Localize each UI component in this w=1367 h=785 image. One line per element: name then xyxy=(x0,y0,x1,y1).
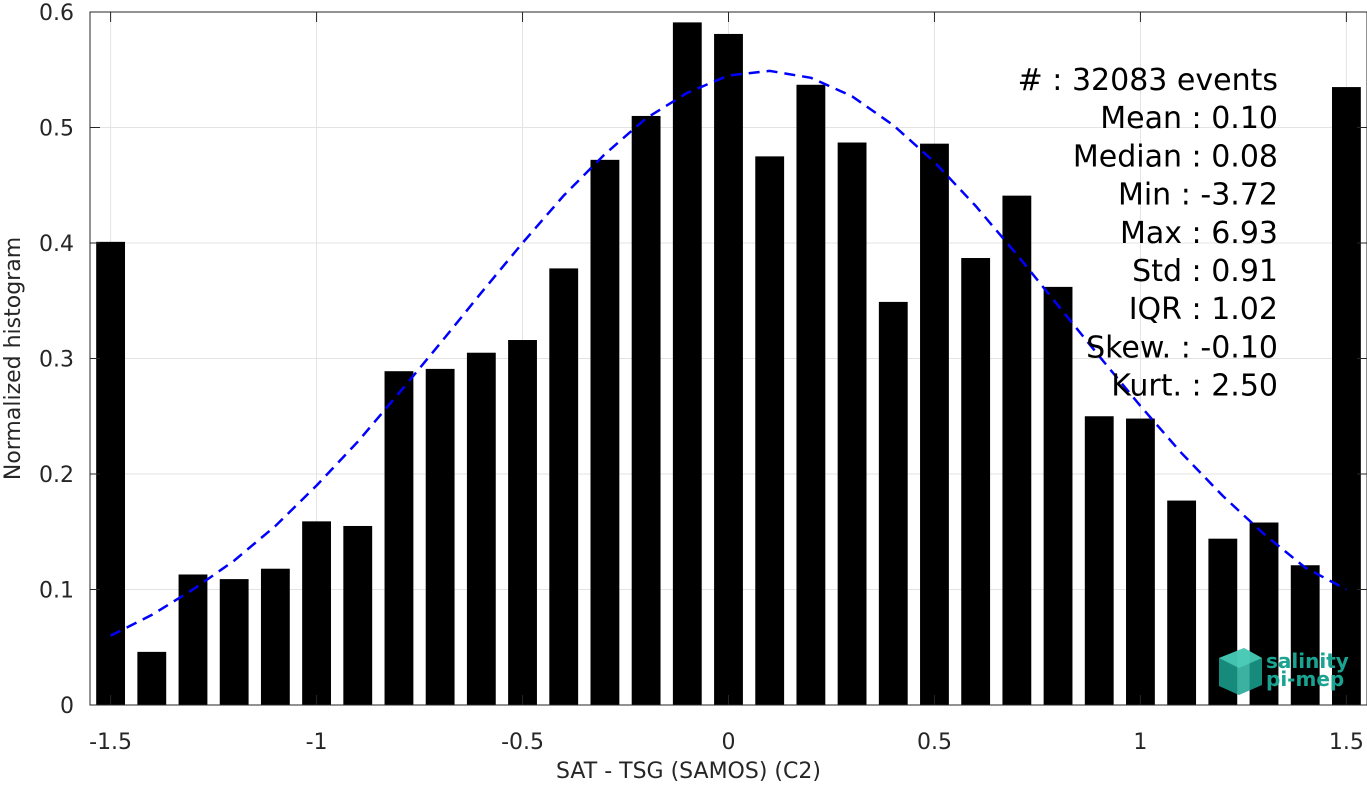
y-tick-label: 0.5 xyxy=(39,117,74,142)
bar xyxy=(549,268,579,705)
bar xyxy=(590,159,620,706)
y-tick-label: 0.1 xyxy=(39,579,74,604)
stats-line: # : 32083 events xyxy=(1018,63,1278,98)
bar xyxy=(1331,87,1361,705)
y-axis-label: Normalized histogram xyxy=(1,237,26,480)
x-tick-label: 1 xyxy=(1133,730,1147,755)
y-tick-label: 0 xyxy=(60,694,74,719)
bar xyxy=(631,115,661,705)
bar xyxy=(466,352,496,705)
logo-line2: pi-mep xyxy=(1266,667,1344,691)
bar xyxy=(1126,418,1155,705)
bar xyxy=(961,258,991,705)
x-tick-label: 0 xyxy=(722,730,736,755)
logo-line1: salinity xyxy=(1266,649,1349,673)
bar xyxy=(1043,286,1073,705)
x-tick-label: 1.5 xyxy=(1329,730,1364,755)
bar xyxy=(178,574,208,705)
stats-line: Kurt. : 2.50 xyxy=(1111,369,1278,404)
y-tick-label: 0.3 xyxy=(39,348,74,373)
bar xyxy=(714,33,743,705)
salinity-pi-mep-logo: salinity pi-mep xyxy=(1219,648,1349,695)
bar xyxy=(672,22,702,705)
x-tick-label: -1 xyxy=(306,730,328,755)
bar xyxy=(1167,500,1197,705)
bar xyxy=(508,340,537,705)
bar xyxy=(302,521,331,705)
bar xyxy=(920,143,949,706)
y-tick-label: 0.6 xyxy=(39,1,74,26)
x-tick-label: 0.5 xyxy=(917,730,952,755)
bar xyxy=(837,142,867,705)
bar xyxy=(384,371,414,705)
bar xyxy=(137,651,167,705)
stats-line: Max : 6.93 xyxy=(1120,216,1278,251)
y-tick-label: 0.4 xyxy=(39,232,74,257)
fit-curve xyxy=(110,69,1347,637)
stats-line: Min : -3.72 xyxy=(1118,178,1278,213)
bars xyxy=(96,22,1361,706)
stats-line: IQR : 1.02 xyxy=(1129,292,1278,327)
bar xyxy=(755,156,785,705)
stats-line: Skew. : -0.10 xyxy=(1086,330,1278,365)
stats-line: Mean : 0.10 xyxy=(1100,101,1278,136)
bar xyxy=(260,568,290,705)
bar xyxy=(1002,195,1032,705)
bar xyxy=(219,579,249,705)
x-axis-label: SAT - TSG (SAMOS) (C2) xyxy=(556,759,821,784)
stats-line: Std : 0.91 xyxy=(1132,254,1278,289)
x-tick-label: -0.5 xyxy=(501,730,544,755)
bar xyxy=(1084,416,1114,705)
bar xyxy=(96,241,126,705)
y-tick-label: 0.2 xyxy=(39,463,74,488)
stats-line: Median : 0.08 xyxy=(1073,139,1278,174)
bar xyxy=(343,525,373,705)
bar xyxy=(878,301,908,705)
axis-ticks: -1.5 -1 -0.5 0 0.5 1 1.5 0 0.1 0.2 0.3 0.4 0.5 0.6 xyxy=(39,1,1367,755)
logo-cube-face-icon xyxy=(1219,648,1262,668)
bar xyxy=(796,84,826,705)
bar xyxy=(1290,565,1320,705)
x-tick-label: -1.5 xyxy=(89,730,132,755)
bar xyxy=(425,368,455,705)
